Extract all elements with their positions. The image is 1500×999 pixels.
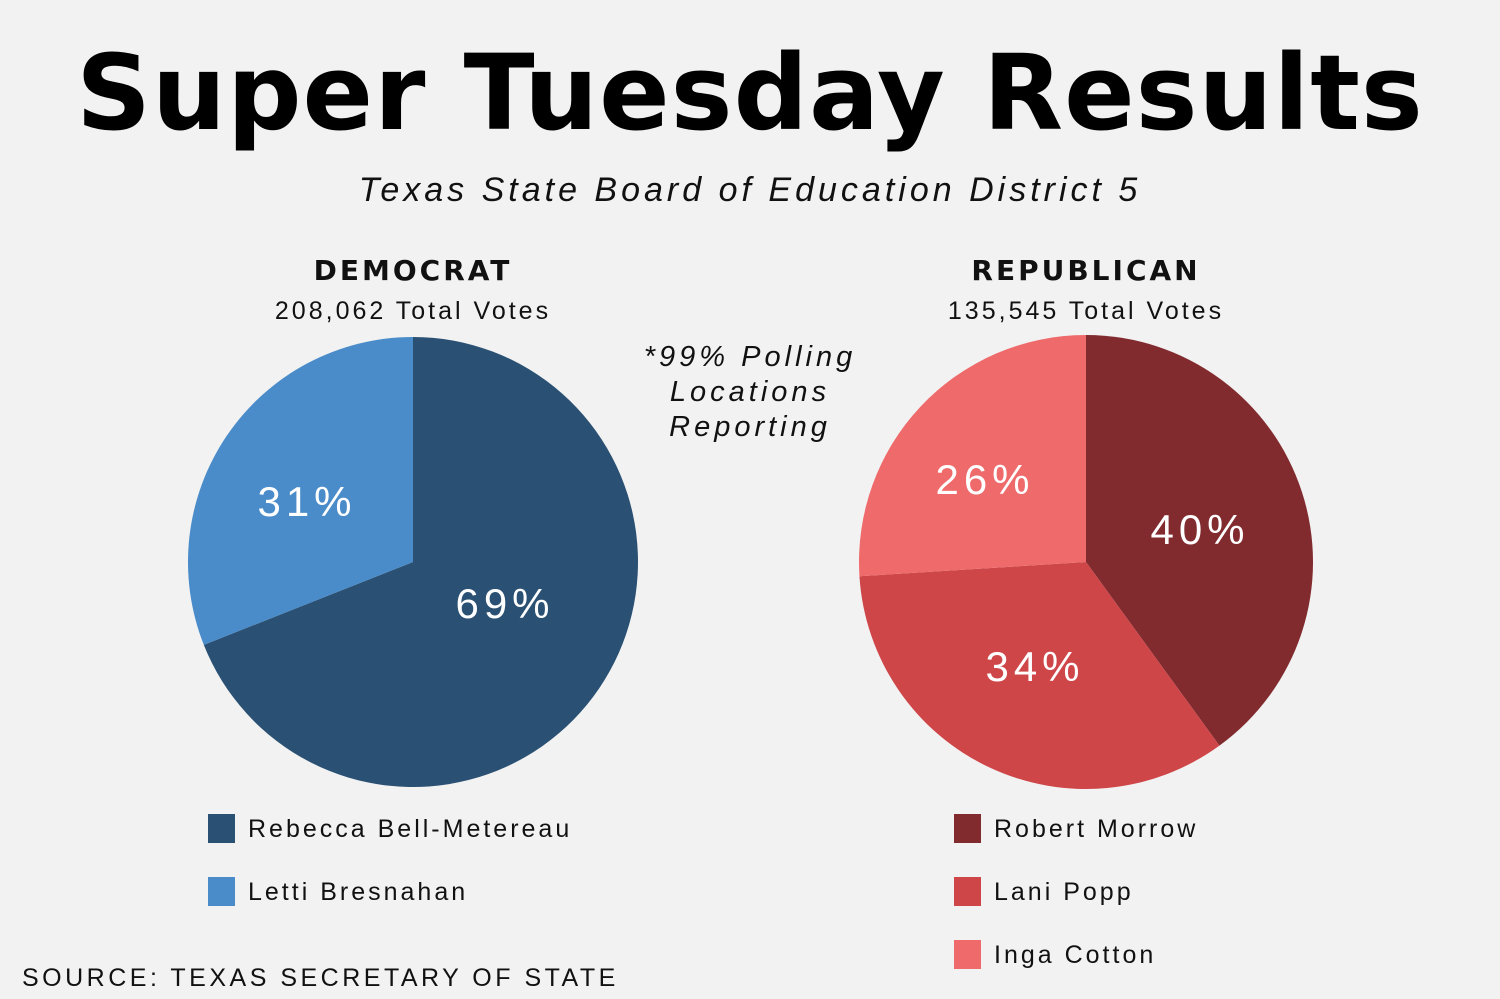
republican-legend-item: Lani Popp (954, 877, 1374, 940)
republican-pie-slice (859, 562, 1220, 790)
democrat-slice-label: 69% (455, 580, 554, 627)
reporting-note-line: *99% Polling (643, 341, 857, 373)
democrat-legend: Rebecca Bell-Metereau Letti Bresnahan (208, 814, 628, 940)
legend-swatch (208, 814, 235, 843)
democrat-pie-slice (203, 337, 638, 787)
legend-label: Letti Bresnahan (248, 878, 469, 906)
legend-label: Inga Cotton (994, 941, 1157, 969)
legend-swatch (208, 877, 235, 906)
republican-legend-item: Inga Cotton (954, 940, 1374, 999)
democrat-chart-title: DEMOCRAT (313, 254, 513, 287)
reporting-note-line: Reporting (669, 411, 831, 443)
legend-label: Rebecca Bell-Metereau (248, 815, 573, 843)
republican-slice-label: 34% (985, 643, 1084, 690)
republican-pie-slice (859, 335, 1086, 577)
legend-label: Lani Popp (994, 878, 1134, 906)
democrat-slice-label: 31% (257, 478, 356, 525)
republican-pie: 40% 34% 26% (859, 335, 1314, 790)
legend-label: Robert Morrow (994, 815, 1199, 843)
republican-legend: Robert Morrow Lani Popp Inga Cotton (954, 814, 1374, 999)
page-subtitle: Texas State Board of Education District … (358, 171, 1142, 209)
reporting-note: *99% Polling Locations Reporting (600, 340, 900, 445)
page-title: Super Tuesday Results (76, 32, 1424, 154)
legend-swatch (954, 940, 981, 969)
republican-total-votes: 135,545 Total Votes (947, 297, 1225, 325)
republican-slice-label: 40% (1150, 506, 1249, 553)
democrat-pie-slice (187, 337, 413, 645)
source-note: SOURCE: TEXAS SECRETARY OF STATE (22, 964, 619, 992)
republican-slice-label: 26% (935, 456, 1034, 503)
reporting-note-line: Locations (669, 376, 831, 408)
democrat-pie: 69% 31% (187, 337, 638, 787)
democrat-legend-item: Rebecca Bell-Metereau (208, 814, 628, 877)
republican-legend-item: Robert Morrow (954, 814, 1374, 877)
legend-swatch (954, 814, 981, 843)
democrat-legend-item: Letti Bresnahan (208, 877, 628, 940)
democrat-total-votes: 208,062 Total Votes (274, 297, 552, 325)
republican-pie-slice (1086, 335, 1314, 746)
legend-swatch (954, 877, 981, 906)
republican-chart-title: REPUBLICAN (971, 254, 1201, 287)
